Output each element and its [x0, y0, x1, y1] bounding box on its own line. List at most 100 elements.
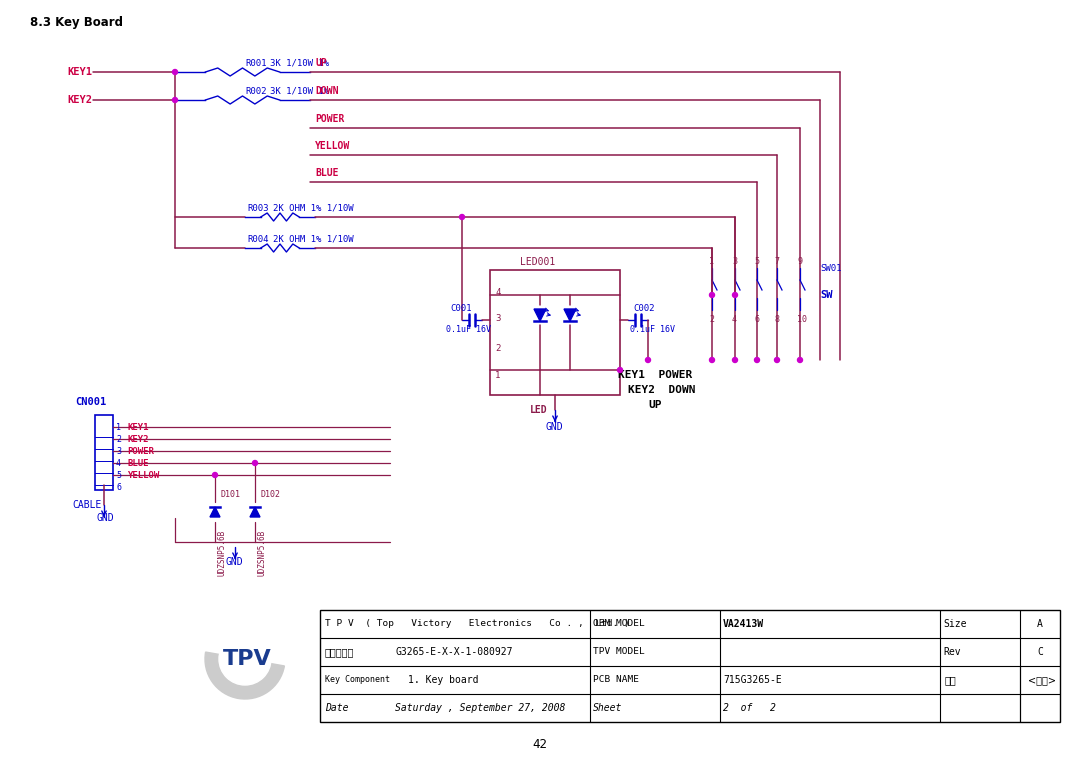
- Circle shape: [219, 633, 271, 685]
- Circle shape: [774, 358, 780, 362]
- Text: 2: 2: [116, 434, 121, 443]
- Text: C: C: [1037, 647, 1043, 657]
- Text: 4: 4: [495, 288, 500, 297]
- Text: PCB NAME: PCB NAME: [593, 675, 639, 684]
- Text: Rev: Rev: [943, 647, 960, 657]
- Text: Key Component: Key Component: [325, 675, 390, 684]
- Text: CABLE: CABLE: [72, 500, 102, 510]
- Text: Size: Size: [943, 619, 967, 629]
- Text: YELLOW: YELLOW: [127, 471, 159, 479]
- Text: SW01: SW01: [820, 263, 841, 272]
- Text: 6: 6: [754, 314, 759, 324]
- Text: 5: 5: [116, 471, 121, 479]
- Text: D102: D102: [260, 490, 280, 498]
- Text: VA2413W: VA2413W: [723, 619, 765, 629]
- Text: 核签: 核签: [945, 675, 957, 685]
- Text: 2: 2: [708, 314, 714, 324]
- Text: POWER: POWER: [315, 114, 345, 124]
- Text: KEY2: KEY2: [127, 434, 149, 443]
- Circle shape: [459, 214, 464, 220]
- Text: 6: 6: [116, 482, 121, 491]
- Text: Saturday , September 27, 2008: Saturday , September 27, 2008: [395, 703, 565, 713]
- Text: 1: 1: [495, 371, 500, 379]
- Text: BLUE: BLUE: [127, 459, 149, 468]
- Circle shape: [213, 472, 217, 478]
- Text: CN001: CN001: [75, 397, 106, 407]
- Text: GND: GND: [96, 513, 113, 523]
- Text: A: A: [1037, 619, 1043, 629]
- Text: 9: 9: [797, 256, 802, 266]
- Text: 1. Key board: 1. Key board: [408, 675, 478, 685]
- Circle shape: [253, 461, 257, 465]
- Polygon shape: [564, 309, 576, 321]
- Circle shape: [618, 368, 622, 372]
- Text: 3K 1/10W 1%: 3K 1/10W 1%: [270, 86, 329, 95]
- Polygon shape: [249, 507, 260, 517]
- Bar: [95, 415, 113, 490]
- Text: KEY2  DOWN: KEY2 DOWN: [627, 385, 696, 395]
- Text: C002: C002: [633, 304, 654, 313]
- Text: LED001: LED001: [519, 257, 555, 267]
- Text: 4: 4: [732, 314, 737, 324]
- Bar: [490, 270, 620, 395]
- Text: KEY1: KEY1: [67, 67, 92, 77]
- Circle shape: [710, 358, 715, 362]
- Circle shape: [732, 358, 738, 362]
- Text: T P V  ( Top   Victory   Electronics   Co . ,  Ltd. ): T P V ( Top Victory Electronics Co . , L…: [325, 620, 630, 629]
- Text: LED: LED: [530, 405, 548, 415]
- Text: GND: GND: [225, 557, 243, 567]
- Text: R004: R004: [247, 234, 269, 243]
- Text: YELLOW: YELLOW: [315, 141, 350, 151]
- Circle shape: [173, 69, 177, 75]
- Text: 0.1uF 16V: 0.1uF 16V: [630, 324, 675, 333]
- Text: UDZSNP5.6B: UDZSNP5.6B: [257, 530, 267, 576]
- Circle shape: [710, 292, 715, 298]
- Circle shape: [646, 358, 650, 362]
- Text: KEY1: KEY1: [127, 423, 149, 432]
- Text: 8.3 Key Board: 8.3 Key Board: [30, 15, 123, 28]
- Text: TPV MODEL: TPV MODEL: [593, 648, 645, 656]
- Circle shape: [173, 98, 177, 102]
- Text: UP: UP: [648, 400, 662, 410]
- Text: R002: R002: [245, 86, 267, 95]
- Text: 3: 3: [732, 256, 737, 266]
- Text: 10: 10: [797, 314, 807, 324]
- Text: R003: R003: [247, 204, 269, 213]
- Text: 3: 3: [116, 446, 121, 456]
- Text: SW: SW: [820, 290, 833, 300]
- Text: R001: R001: [245, 59, 267, 67]
- Text: BLUE: BLUE: [315, 168, 338, 178]
- Text: 4: 4: [116, 459, 121, 468]
- Text: Sheet: Sheet: [593, 703, 622, 713]
- Text: GND: GND: [545, 422, 563, 432]
- Circle shape: [732, 292, 738, 298]
- Text: KEY2: KEY2: [67, 95, 92, 105]
- Text: UP: UP: [315, 58, 327, 68]
- Text: 2: 2: [495, 343, 500, 353]
- Text: Date: Date: [325, 703, 349, 713]
- Bar: [320, 610, 1059, 722]
- Polygon shape: [210, 507, 220, 517]
- Text: 3K 1/10W 1%: 3K 1/10W 1%: [270, 59, 329, 67]
- Text: 0.1uF 16V: 0.1uF 16V: [446, 324, 491, 333]
- Text: 2  of   2: 2 of 2: [723, 703, 775, 713]
- Text: 715G3265-E: 715G3265-E: [723, 675, 782, 685]
- Text: D101: D101: [220, 490, 240, 498]
- Text: KEY1  POWER: KEY1 POWER: [618, 370, 692, 380]
- Circle shape: [755, 358, 759, 362]
- Text: 2K OHM 1% 1/10W: 2K OHM 1% 1/10W: [273, 234, 353, 243]
- Text: 3: 3: [495, 314, 500, 323]
- Circle shape: [797, 358, 802, 362]
- Text: UDZSNP5.6B: UDZSNP5.6B: [217, 530, 227, 576]
- Text: 1: 1: [116, 423, 121, 432]
- Text: DOWN: DOWN: [315, 86, 338, 96]
- Polygon shape: [534, 309, 546, 321]
- Text: 42: 42: [532, 739, 548, 752]
- Text: 蓝腐瓜派门: 蓝腐瓜派门: [325, 647, 354, 657]
- Text: G3265-E-X-X-1-080927: G3265-E-X-X-1-080927: [395, 647, 513, 657]
- Text: 5: 5: [754, 256, 759, 266]
- Text: 1: 1: [708, 256, 714, 266]
- Text: 8: 8: [774, 314, 779, 324]
- Text: C001: C001: [450, 304, 472, 313]
- Text: 2K OHM 1% 1/10W: 2K OHM 1% 1/10W: [273, 204, 353, 213]
